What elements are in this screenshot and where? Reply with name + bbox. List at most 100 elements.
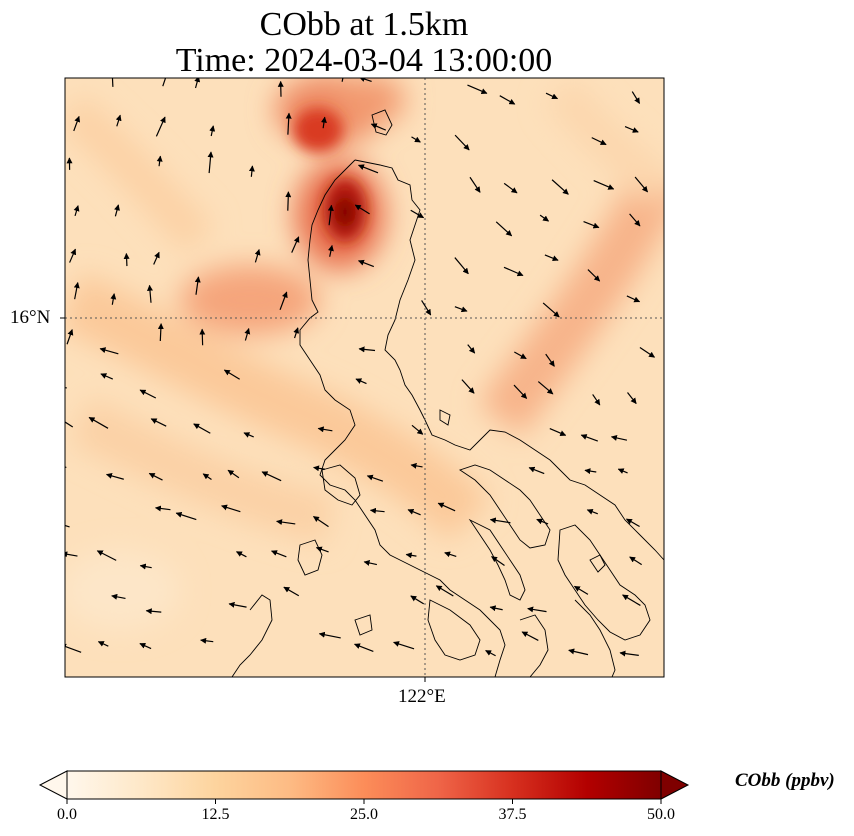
wind-arrow xyxy=(521,631,539,641)
wind-arrow xyxy=(369,507,385,514)
wind-arrow xyxy=(328,244,334,257)
wind-arrow xyxy=(227,469,240,479)
wind-arrow xyxy=(153,251,160,265)
wind-arrow xyxy=(200,637,214,644)
wind-arrow xyxy=(228,601,247,608)
wind-arrow xyxy=(156,155,163,167)
wind-arrow xyxy=(139,643,152,650)
wind-arrow xyxy=(283,586,300,597)
wind-arrow xyxy=(313,465,326,472)
wind-arrow xyxy=(88,416,109,429)
wind-arrow xyxy=(99,347,119,355)
wind-arrow xyxy=(503,266,524,277)
wind-arrow xyxy=(437,502,456,512)
wind-arrow xyxy=(617,468,628,474)
wind-arrow xyxy=(111,593,126,600)
wind-arrow xyxy=(435,585,454,597)
colorbar-extend-max xyxy=(660,770,690,800)
wind-arrow xyxy=(410,595,425,605)
concentration-field xyxy=(65,78,664,630)
wind-arrow xyxy=(499,95,516,105)
wind-arrow xyxy=(355,378,367,385)
wind-arrow xyxy=(327,204,334,226)
colorbar-tick-label: 50.0 xyxy=(647,806,675,823)
wind-arrow xyxy=(293,327,300,339)
wind-arrow xyxy=(467,84,488,94)
wind-arrow xyxy=(587,269,601,282)
wind-arrow xyxy=(629,556,642,566)
wind-arrow xyxy=(631,91,641,104)
wind-arrow xyxy=(312,515,329,528)
wind-arrow xyxy=(444,551,457,558)
wind-arrow xyxy=(411,424,424,435)
wind-arrow xyxy=(485,649,496,657)
wind-arrow xyxy=(271,550,287,558)
wind-arrow xyxy=(315,546,329,553)
wind-arrow xyxy=(489,605,503,612)
wind-vectors xyxy=(65,78,656,657)
wind-arrow xyxy=(254,249,261,263)
chart-title-variable: CObb at 1.5km xyxy=(259,6,469,43)
wind-arrow xyxy=(514,351,527,360)
wind-arrow xyxy=(549,428,567,436)
wind-arrow xyxy=(162,78,167,87)
wind-arrow xyxy=(150,418,167,427)
wind-arrow xyxy=(221,504,241,513)
wind-arrow xyxy=(279,291,288,311)
wind-arrow xyxy=(111,78,114,87)
wind-arrow xyxy=(411,136,421,143)
wind-arrow xyxy=(261,471,282,482)
wind-arrow xyxy=(503,182,518,194)
wind-arrow xyxy=(73,115,81,132)
wind-arrow xyxy=(551,179,569,195)
wind-arrow xyxy=(354,643,374,652)
wind-arrow xyxy=(469,176,481,193)
wind-arrow xyxy=(123,252,130,267)
wind-arrow xyxy=(285,191,292,211)
wind-arrow xyxy=(573,585,589,595)
wind-arrow xyxy=(341,78,344,82)
wind-arrow xyxy=(96,550,117,561)
colorbar-tick-label: 37.5 xyxy=(498,806,527,823)
wind-arrow xyxy=(194,276,201,295)
wind-arrow xyxy=(454,134,470,151)
wind-arrow xyxy=(584,468,597,475)
wind-arrow xyxy=(209,125,216,137)
wind-arrow xyxy=(591,137,607,146)
wind-arrow xyxy=(634,176,649,193)
wind-arrow xyxy=(619,650,639,657)
wind-arrow xyxy=(291,236,300,253)
wind-arrow xyxy=(154,505,171,512)
wind-arrow xyxy=(357,164,379,174)
chart-title-time: Time: 2024-03-04 13:00:00 xyxy=(175,42,553,79)
wind-arrow xyxy=(586,508,599,515)
wind-arrow xyxy=(491,556,505,566)
wind-arrow xyxy=(244,327,251,341)
map-plot xyxy=(60,77,665,682)
wind-arrow xyxy=(536,518,549,525)
wind-arrow xyxy=(527,606,547,613)
wind-arrow xyxy=(625,518,640,528)
wind-arrow xyxy=(542,302,560,318)
wind-arrow xyxy=(363,560,377,566)
wind-arrow xyxy=(489,517,511,524)
wind-arrow xyxy=(139,563,152,570)
wind-arrow xyxy=(545,353,555,367)
wind-arrow xyxy=(461,379,475,394)
wind-arrow xyxy=(145,608,162,615)
wind-arrow xyxy=(65,551,78,558)
wind-arrow xyxy=(513,384,528,399)
wind-arrow xyxy=(115,114,122,127)
wind-arrow xyxy=(410,209,425,219)
wind-arrow xyxy=(276,519,296,526)
wind-arrow xyxy=(73,282,80,300)
wind-arrow xyxy=(248,165,255,177)
wind-arrow xyxy=(358,346,376,353)
wind-arrow xyxy=(285,112,292,135)
colorbar-extend-min xyxy=(38,770,68,800)
wind-arrow xyxy=(610,435,628,441)
wind-arrow xyxy=(202,473,212,481)
wind-arrow xyxy=(146,284,153,303)
wind-arrow xyxy=(370,123,387,131)
wind-arrow xyxy=(69,248,77,263)
